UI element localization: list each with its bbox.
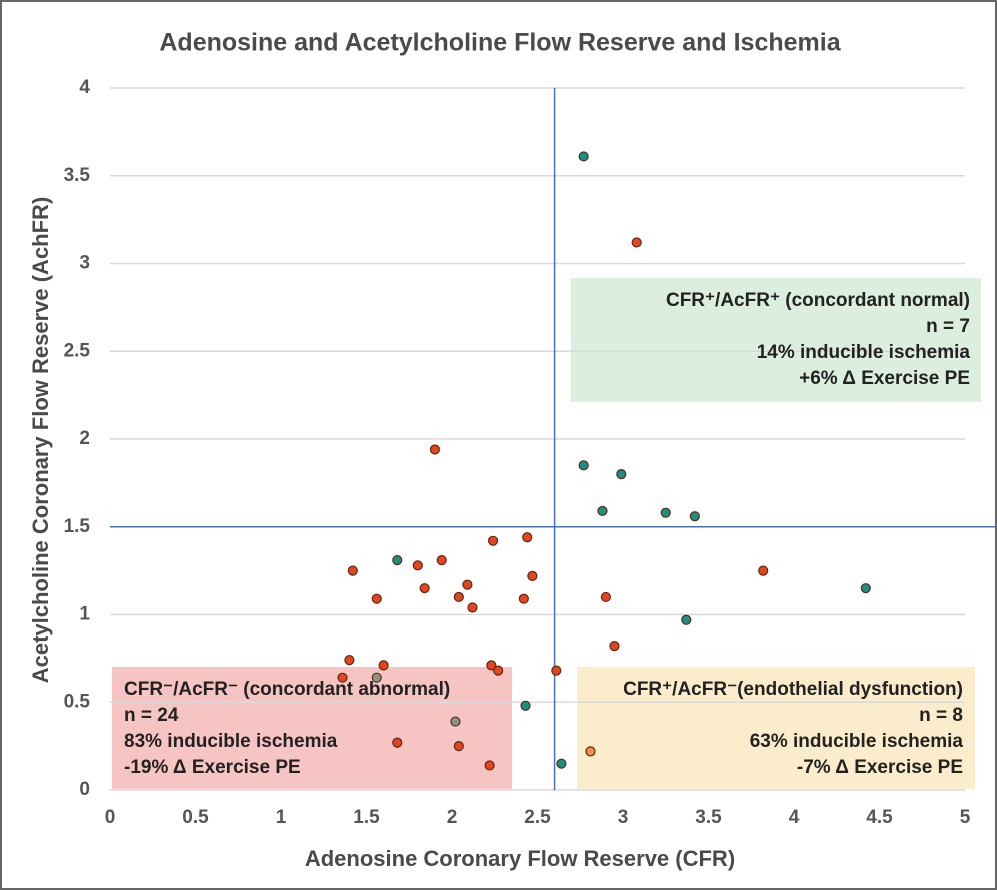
annotation-text: CFR⁻/AcFR⁻ (concordant abnormal) bbox=[124, 679, 450, 700]
y-tick-label: 1.5 bbox=[64, 516, 91, 537]
chart-title: Adenosine and Acetylcholine Flow Reserve… bbox=[159, 29, 841, 57]
y-tick-label: 3 bbox=[79, 253, 90, 274]
x-tick-label: 3.5 bbox=[695, 807, 722, 828]
point bbox=[450, 716, 461, 727]
point bbox=[689, 511, 700, 522]
point bbox=[631, 237, 642, 248]
point bbox=[578, 151, 589, 162]
x-tick-label: 1.5 bbox=[353, 807, 380, 828]
annotation-text: -19% Δ Exercise PE bbox=[124, 757, 301, 778]
point bbox=[527, 570, 538, 581]
point bbox=[487, 535, 499, 546]
point bbox=[551, 665, 562, 676]
y-tick-label: 3.5 bbox=[64, 165, 91, 186]
point bbox=[371, 593, 382, 604]
point bbox=[486, 660, 497, 671]
point bbox=[616, 469, 627, 480]
point bbox=[337, 672, 348, 683]
annotation-text: n = 7 bbox=[926, 316, 970, 337]
annotation-text: n = 8 bbox=[919, 705, 963, 726]
x-tick-label: 0.5 bbox=[182, 807, 209, 828]
point bbox=[600, 591, 612, 603]
point bbox=[597, 505, 608, 517]
point bbox=[392, 554, 403, 566]
annotation-text: 63% inducible ischemia bbox=[750, 731, 964, 752]
point bbox=[585, 746, 596, 757]
point bbox=[578, 460, 589, 471]
annotation-box bbox=[571, 278, 981, 402]
point bbox=[520, 700, 531, 711]
point bbox=[462, 579, 473, 590]
annotation-text: CFR⁺/AcFR⁺ (concordant normal) bbox=[666, 290, 970, 311]
x-tick-label: 5 bbox=[960, 807, 971, 828]
point bbox=[371, 672, 382, 683]
x-tick-label: 0 bbox=[105, 807, 116, 828]
point bbox=[758, 565, 769, 576]
annotation-text: +6% Δ Exercise PE bbox=[799, 368, 970, 389]
point bbox=[556, 758, 567, 769]
y-tick-label: 0.5 bbox=[64, 691, 91, 712]
annotation-box bbox=[577, 667, 975, 789]
x-axis-label: Adenosine Coronary Flow Reserve (CFR) bbox=[305, 846, 735, 871]
point bbox=[518, 593, 529, 604]
point bbox=[429, 444, 440, 455]
annotation-text: 83% inducible ischemia bbox=[124, 731, 338, 752]
point bbox=[344, 655, 355, 666]
point bbox=[436, 554, 447, 566]
annotation-box bbox=[112, 667, 512, 789]
y-tick-label: 4 bbox=[79, 77, 90, 98]
x-tick-label: 2.5 bbox=[524, 807, 551, 828]
point bbox=[453, 741, 464, 752]
point bbox=[412, 560, 423, 571]
x-tick-label: 4 bbox=[789, 807, 800, 828]
point bbox=[467, 602, 478, 613]
point bbox=[660, 507, 671, 518]
y-axis-label: Acetylcholine Coronary Flow Reserve (Ach… bbox=[28, 197, 53, 684]
point bbox=[493, 665, 504, 676]
y-tick-label: 2.5 bbox=[64, 340, 91, 361]
point bbox=[378, 660, 389, 671]
point bbox=[522, 532, 533, 543]
y-tick-label: 0 bbox=[79, 779, 90, 800]
point bbox=[392, 737, 403, 748]
x-tick-label: 3 bbox=[618, 807, 629, 828]
y-tick-label: 1 bbox=[79, 604, 90, 625]
annotation-text: n = 24 bbox=[124, 705, 179, 726]
point bbox=[609, 640, 620, 652]
point bbox=[453, 591, 464, 603]
x-tick-label: 1 bbox=[276, 807, 287, 828]
point bbox=[419, 583, 430, 594]
annotation-text: -7% Δ Exercise PE bbox=[797, 757, 963, 778]
point bbox=[681, 614, 692, 625]
x-tick-label: 4.5 bbox=[866, 807, 893, 828]
point bbox=[484, 760, 495, 771]
x-tick-label: 2 bbox=[447, 807, 458, 828]
annotation-text: 14% inducible ischemia bbox=[757, 342, 971, 363]
point bbox=[347, 565, 358, 576]
annotation-text: CFR⁺/AcFR⁻(endothelial dysfunction) bbox=[623, 679, 963, 700]
y-tick-label: 2 bbox=[79, 428, 90, 449]
point bbox=[860, 583, 871, 594]
